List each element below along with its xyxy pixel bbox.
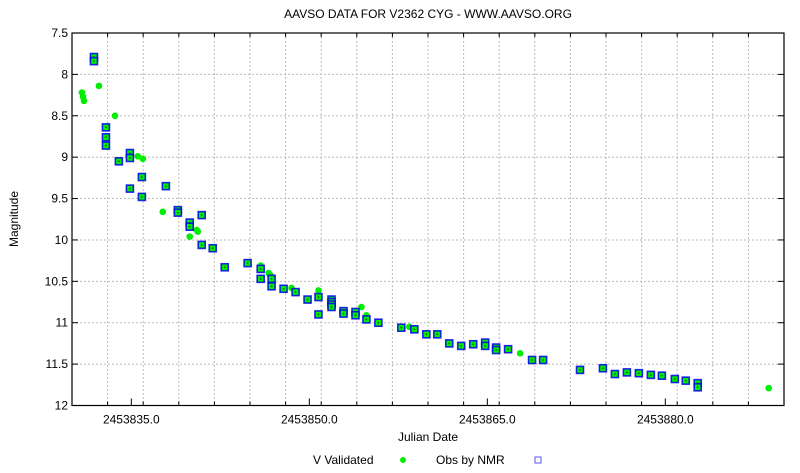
v-validated-point [516,350,524,357]
nmr-point-center [129,157,131,159]
y-tick-label: 9.5 [51,192,68,206]
y-tick-label: 11 [56,316,69,330]
nmr-point-center [141,176,143,178]
y-tick-label: 8 [61,67,68,81]
nmr-point-center [317,296,320,298]
nmr-point-center [270,285,273,287]
legend-label-nmr: Obs by NMR [436,453,505,467]
nmr-point-center [270,278,273,280]
data-points [78,52,772,392]
nmr-point-center [201,214,203,216]
nmr-point-center [697,386,699,388]
v-validated-point [159,208,167,216]
nmr-point-center [165,185,167,187]
nmr-point-center [118,160,120,163]
nmr-point-center [542,359,544,361]
x-tick-label: 2453835.0 [103,413,160,427]
nmr-point-center [129,152,131,154]
x-axis-label: Julian Date [398,430,458,444]
nmr-point-center [93,60,95,62]
y-tick-label: 12 [55,399,69,413]
y-tick-label: 10.5 [45,274,69,288]
nmr-point-center [425,333,428,336]
nmr-point-center [282,288,285,290]
nmr-point-center [177,211,179,214]
grid [72,33,784,406]
y-tick-label: 8.5 [51,109,68,123]
nmr-point-center [365,318,368,321]
nmr-point-center [354,314,357,316]
v-validated-point [95,82,103,90]
y-tick-label: 9 [61,150,68,164]
nmr-point-center [105,144,107,147]
legend: V Validated Obs by NMR [313,453,542,467]
nmr-point-center [400,326,402,329]
v-validated-point [134,153,142,160]
plot-frame [71,32,785,407]
v-validated-point [111,112,119,120]
y-tick-label: 11.5 [46,357,69,371]
v-validated-point [194,228,202,235]
nmr-point-center [626,371,628,374]
nmr-point-center [507,348,509,350]
nmr-point-center [377,322,380,324]
axes [71,32,785,407]
nmr-point-center [472,343,474,345]
nmr-point-center [495,349,497,351]
nmr-point-center [413,328,416,331]
y-tick-label: 10 [55,233,69,247]
nmr-point-center [259,278,262,280]
nmr-point-center [105,126,107,129]
nmr-point-center [650,374,652,376]
x-tick-label: 2453865.0 [459,413,516,427]
nmr-point-center [306,298,309,301]
nmr-point-center [602,367,604,369]
nmr-point-center [448,342,450,345]
nmr-point-center [330,306,333,308]
nmr-point-center [317,313,320,316]
v-validated-point [139,155,147,163]
legend-marker-nmr [534,456,542,464]
nmr-point-center [342,312,345,315]
nmr-point-center [212,247,214,249]
nmr-point-center [484,345,486,347]
legend-marker-v-validated [400,457,406,463]
nmr-point-center [246,262,249,264]
nmr-point-center [579,369,581,371]
nmr-point-center [674,378,676,380]
nmr-point-center [201,244,203,246]
y-axis-label: Magnitude [7,191,21,247]
nmr-point-center [141,196,143,198]
y-tick-label: 7.5 [51,26,68,40]
v-validated-point [315,287,322,294]
v-validated-point [765,384,772,392]
nmr-point-center [638,372,640,374]
nmr-point-center [189,226,191,228]
nmr-point-center [259,268,262,270]
v-validated-point [186,233,194,240]
nmr-point-center [460,345,462,347]
nmr-point-center [129,187,131,190]
legend-label-v-validated: V Validated [313,453,374,467]
nmr-point-center [294,291,297,293]
v-validated-point [80,97,88,105]
nmr-point-center [436,333,438,336]
nmr-point-center [685,379,687,382]
nmr-point-center [531,359,533,361]
x-tick-label: 2453850.0 [281,413,338,427]
tick-labels: 7.5 8 8.5 9 9.5 10 10.5 11 11.5 12 2453835.0 245385… [45,26,694,427]
x-tick-label: 2453880.0 [637,413,694,427]
nmr-point-center [105,136,107,138]
nmr-point-center [224,266,226,268]
nmr-point-center [661,375,663,377]
chart-title: AAVSO DATA FOR V2362 CYG - WWW.AAVSO.ORG [284,7,572,21]
nmr-point-center [614,373,616,375]
